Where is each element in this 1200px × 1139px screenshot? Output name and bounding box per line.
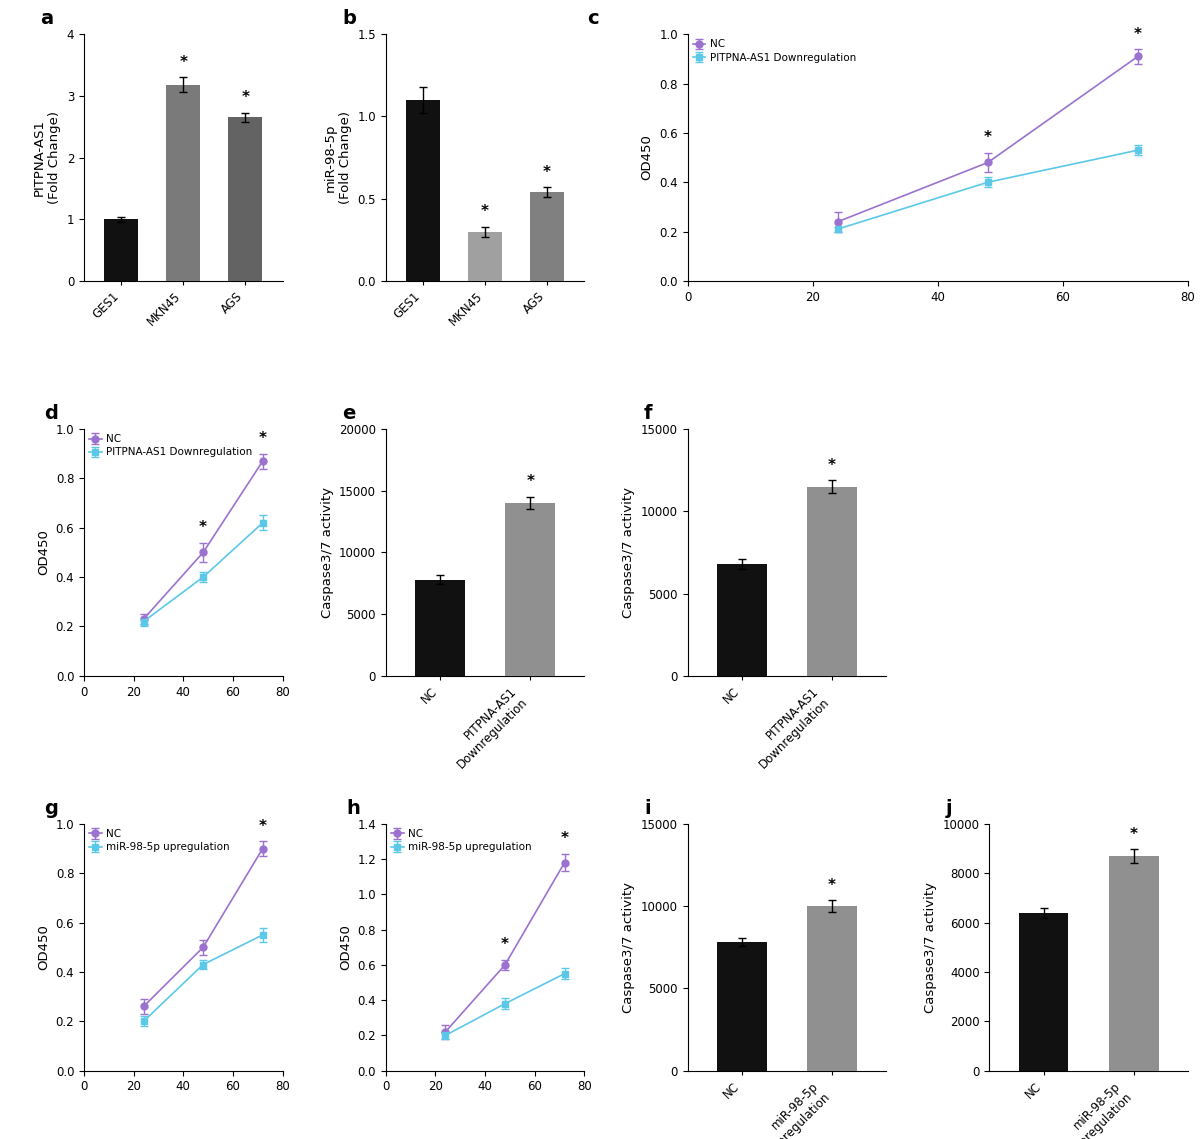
- Text: *: *: [199, 521, 208, 535]
- Bar: [808, 486, 857, 675]
- Text: *: *: [500, 937, 509, 952]
- Text: a: a: [41, 9, 54, 28]
- Text: e: e: [342, 404, 355, 424]
- Y-axis label: Caspase3/7 activity: Caspase3/7 activity: [623, 486, 635, 618]
- Text: b: b: [342, 9, 356, 28]
- Y-axis label: Caspase3/7 activity: Caspase3/7 activity: [320, 486, 334, 618]
- Text: i: i: [644, 800, 650, 818]
- Y-axis label: PITPNA-AS1
(Fold Change): PITPNA-AS1 (Fold Change): [34, 112, 61, 204]
- Y-axis label: miR-98-5p
(Fold Change): miR-98-5p (Fold Change): [324, 112, 352, 204]
- Text: c: c: [588, 9, 599, 28]
- Bar: [468, 231, 502, 281]
- Bar: [104, 219, 138, 281]
- Y-axis label: OD450: OD450: [641, 134, 654, 180]
- Text: g: g: [44, 800, 58, 818]
- Y-axis label: Caspase3/7 activity: Caspase3/7 activity: [924, 882, 937, 1013]
- Legend: NC, PITPNA-AS1 Downregulation: NC, PITPNA-AS1 Downregulation: [89, 434, 252, 458]
- Legend: NC, miR-98-5p upregulation: NC, miR-98-5p upregulation: [89, 829, 229, 852]
- Y-axis label: OD450: OD450: [37, 925, 50, 970]
- Text: *: *: [1130, 827, 1138, 842]
- Bar: [228, 117, 263, 281]
- Y-axis label: OD450: OD450: [37, 530, 50, 575]
- Y-axis label: OD450: OD450: [338, 925, 352, 970]
- Bar: [808, 907, 857, 1071]
- Text: h: h: [346, 800, 360, 818]
- Bar: [505, 503, 556, 675]
- Text: *: *: [984, 130, 992, 146]
- Bar: [406, 100, 440, 281]
- Bar: [1019, 912, 1068, 1071]
- Bar: [716, 942, 767, 1071]
- Text: *: *: [828, 458, 836, 473]
- Bar: [167, 84, 200, 281]
- Text: *: *: [527, 475, 534, 490]
- Text: *: *: [259, 819, 266, 834]
- Bar: [716, 564, 767, 675]
- Text: *: *: [828, 878, 836, 893]
- Text: *: *: [259, 432, 266, 446]
- Bar: [530, 192, 564, 281]
- Text: d: d: [44, 404, 58, 424]
- Text: *: *: [481, 204, 490, 219]
- Bar: [415, 580, 464, 675]
- Text: *: *: [544, 165, 551, 180]
- Text: *: *: [1134, 26, 1142, 41]
- Legend: NC, PITPNA-AS1 Downregulation: NC, PITPNA-AS1 Downregulation: [692, 40, 856, 63]
- Text: j: j: [946, 800, 953, 818]
- Text: f: f: [644, 404, 653, 424]
- Text: *: *: [179, 55, 187, 69]
- Y-axis label: Caspase3/7 activity: Caspase3/7 activity: [623, 882, 635, 1013]
- Text: *: *: [241, 90, 250, 105]
- Legend: NC, miR-98-5p upregulation: NC, miR-98-5p upregulation: [391, 829, 532, 852]
- Text: *: *: [560, 831, 569, 846]
- Bar: [1109, 857, 1159, 1071]
